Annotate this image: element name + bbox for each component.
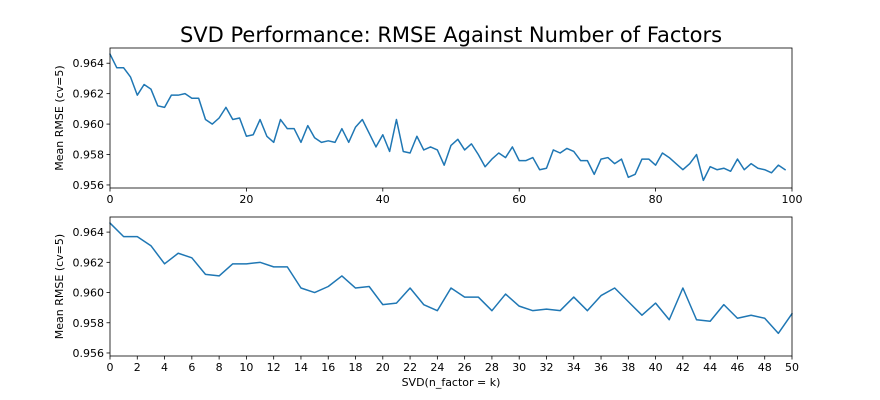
chart2-y-tick-label: 0.956	[73, 347, 105, 360]
chart2-x-tick-label: 22	[403, 361, 417, 374]
top-plot: 0 20 40 60 80 100 0.956 0.958 0.960 0.962 0.964 Mea…	[53, 47, 803, 206]
chart1-y-tick-label: 0.960	[73, 118, 105, 131]
chart1-x-tick-label: 0	[107, 193, 114, 206]
chart2-x-tick-label: 38	[621, 361, 635, 374]
chart2-x-tick-label: 4	[161, 361, 168, 374]
chart1-x-tick-label: 80	[649, 193, 663, 206]
chart1-x-tick-label: 60	[512, 193, 526, 206]
chart2-x-tick-label: 46	[730, 361, 744, 374]
chart2-x-tick-label: 16	[321, 361, 335, 374]
chart2-y-axis-label: Mean RMSE (cv=5)	[53, 234, 66, 339]
chart2-plot-frame	[109, 216, 793, 357]
chart2-x-tick-label: 2	[134, 361, 141, 374]
chart2-x-tick-label: 42	[676, 361, 690, 374]
chart2-y-tick-label: 0.960	[73, 287, 105, 300]
chart1-x-tick-label: 20	[239, 193, 253, 206]
chart2-x-tick-label: 48	[758, 361, 772, 374]
chart1-x-tick-label: 40	[376, 193, 390, 206]
chart2-x-tick-label: 50	[785, 361, 799, 374]
chart2-series-line	[109, 222, 793, 335]
chart2-x-tick-label: 8	[216, 361, 223, 374]
chart2-x-tick-label: 30	[512, 361, 526, 374]
chart2-x-tick-label: 20	[376, 361, 390, 374]
chart2-x-tick-label: 24	[430, 361, 444, 374]
chart1-y-tick-label: 0.958	[73, 149, 105, 162]
chart1-y-axis-label: Mean RMSE (cv=5)	[53, 65, 66, 170]
chart2-x-axis-label: SVD(n_factor = k)	[402, 376, 501, 389]
chart2-x-tick-label: 10	[239, 361, 253, 374]
chart1-plot-frame	[109, 47, 793, 189]
chart2-y-tick-label: 0.962	[73, 256, 105, 269]
chart2-x-tick-label: 36	[594, 361, 608, 374]
chart2-x-tick-label: 28	[485, 361, 499, 374]
chart1-y-tick-label: 0.956	[73, 179, 105, 192]
chart2-x-tick-label: 6	[188, 361, 195, 374]
chart1-y-tick-label: 0.964	[73, 57, 105, 70]
bottom-plot: 0 2 4 6 8 10 12 14 16 18 20 22 24 26 28 30 32 34 36 38 40 42 4…	[53, 216, 799, 389]
chart2-x-tick-label: 40	[649, 361, 663, 374]
chart2-x-tick-label: 32	[539, 361, 553, 374]
chart1-y-tick-label: 0.962	[73, 88, 105, 101]
chart2-x-tick-label: 44	[703, 361, 717, 374]
chart2-x-tick-label: 14	[294, 361, 308, 374]
chart-title: SVD Performance: RMSE Against Number of …	[180, 23, 722, 47]
chart1-x-tick-label: 100	[782, 193, 803, 206]
chart2-x-tick-label: 18	[349, 361, 363, 374]
chart1-series-line	[109, 53, 786, 182]
chart2-x-tick-label: 26	[458, 361, 472, 374]
chart2-y-tick-label: 0.964	[73, 226, 105, 239]
chart2-x-tick-label: 0	[107, 361, 114, 374]
chart2-x-tick-label: 34	[567, 361, 581, 374]
chart2-y-tick-label: 0.958	[73, 317, 105, 330]
chart2-x-tick-label: 12	[267, 361, 281, 374]
